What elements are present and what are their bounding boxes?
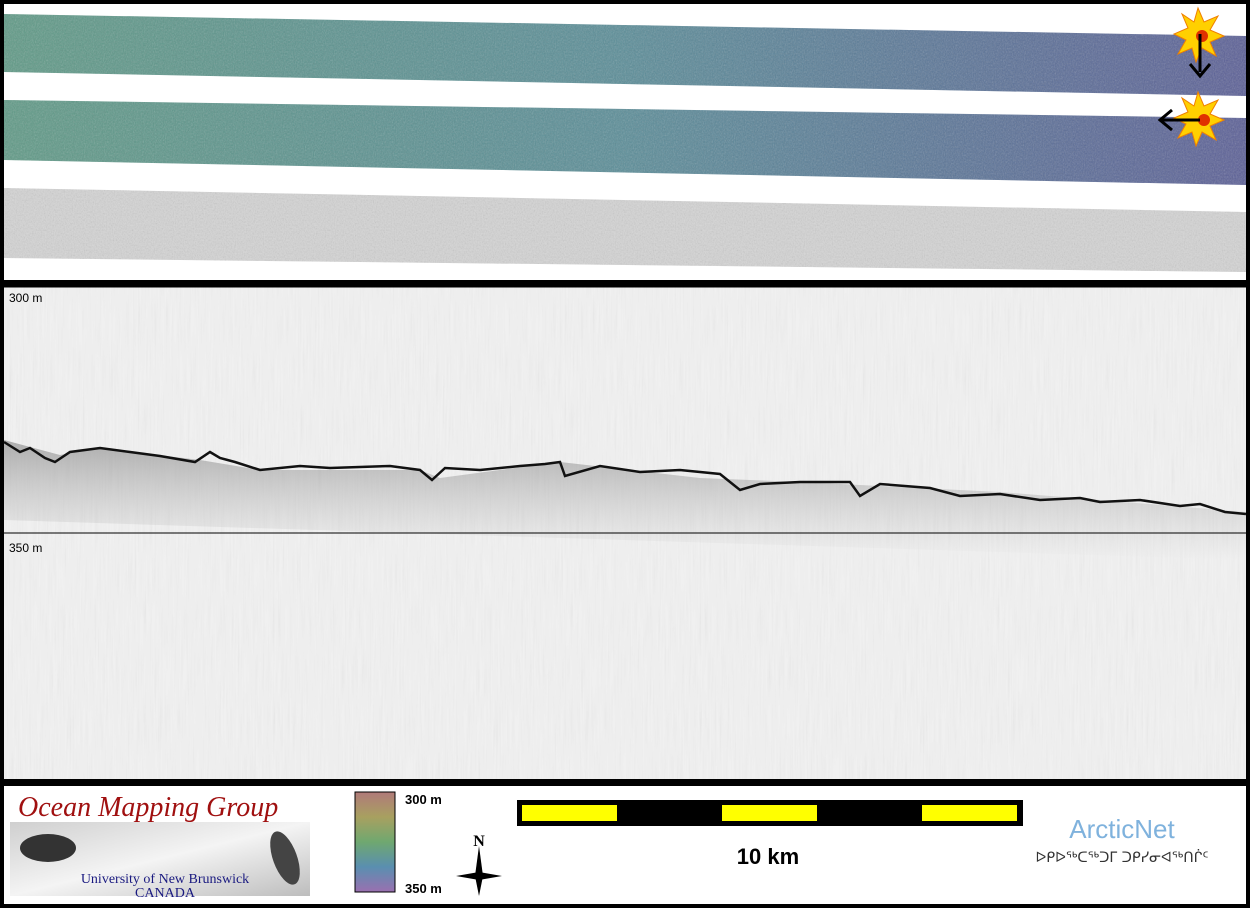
scale-bottom-label: 350 m bbox=[405, 881, 442, 896]
color-scale bbox=[354, 791, 396, 893]
logo-title: Ocean Mapping Group bbox=[18, 792, 278, 823]
logo-shape bbox=[20, 834, 76, 862]
logo-shape bbox=[270, 831, 300, 885]
scale-top-label: 300 m bbox=[405, 792, 442, 807]
swath-texture bbox=[4, 100, 1246, 185]
depth-label: 300 m bbox=[9, 291, 42, 305]
partner-subtitle: ᐅᑭᐅᖅᑕᖅᑐᒥ ᑐᑭᓯᓂᐊᖅᑎᒌᑦ bbox=[1036, 849, 1209, 866]
depth-label: 350 m bbox=[9, 541, 42, 555]
swath-texture bbox=[4, 14, 1246, 96]
seafloor-trace bbox=[3, 440, 1247, 516]
scale-bar-label: 10 km bbox=[737, 844, 799, 869]
sun-icon bbox=[1172, 6, 1226, 79]
sun-icon bbox=[1157, 90, 1226, 148]
north-arrow bbox=[456, 846, 502, 896]
partner-name: ArcticNet bbox=[1069, 814, 1175, 844]
logo-country: CANADA bbox=[135, 886, 196, 901]
north-label: N bbox=[473, 833, 485, 850]
sub-bottom bbox=[4, 440, 1246, 560]
scale-bar bbox=[517, 800, 1023, 826]
swath-texture bbox=[4, 188, 1246, 272]
logo-university: University of New Brunswick bbox=[81, 872, 249, 887]
